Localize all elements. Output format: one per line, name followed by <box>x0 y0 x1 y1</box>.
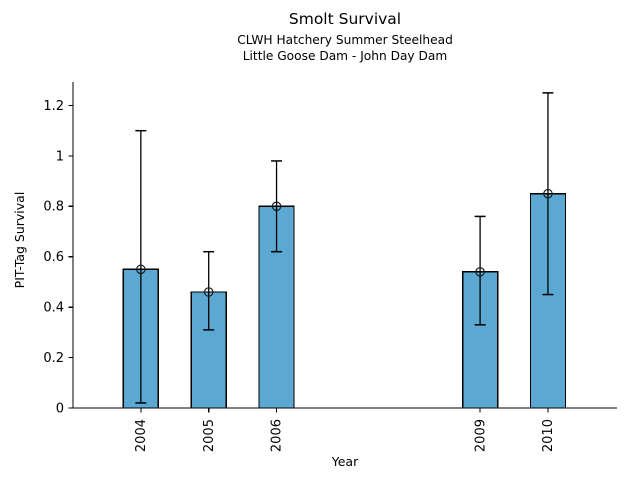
x-tick-label-2005: 2005 <box>202 419 217 452</box>
y-tick-label-0.6: 0.6 <box>43 250 64 265</box>
chart-title: Smolt Survival <box>288 10 402 28</box>
error-bars-group <box>135 92 554 404</box>
y-tick-label-0: 0 <box>56 401 64 416</box>
x-tick-label-2004: 2004 <box>134 419 149 452</box>
marker-2009 <box>475 267 485 277</box>
x-tick-label-2006: 2006 <box>270 419 285 452</box>
x-tick-label-2009: 2009 <box>473 419 488 452</box>
chart-subtitle-line1: CLWH Hatchery Summer Steelhead <box>237 33 453 47</box>
bars-group <box>122 193 567 409</box>
x-axis-label: Year <box>331 454 359 469</box>
y-tick-label-0.4: 0.4 <box>43 301 64 316</box>
y-tick-label-0.2: 0.2 <box>43 351 64 366</box>
marker-2005 <box>203 287 214 297</box>
chart-subtitle-line2: Little Goose Dam - John Day Dam <box>242 49 448 63</box>
y-tick-label-1.2: 1.2 <box>43 99 64 114</box>
marker-2006 <box>271 201 282 212</box>
marker-2010 <box>543 188 553 199</box>
y-tick-label-0.8: 0.8 <box>43 200 64 215</box>
x-tick-label-2010: 2010 <box>541 419 556 452</box>
marker-2004 <box>136 264 146 275</box>
y-tick-label-1: 1 <box>56 149 64 164</box>
markers-group <box>136 188 553 297</box>
tick-labels-group: 2004 2005 2006 2009 2010 0 0.2 0.4 0.6 0.8 1 1.2 <box>43 99 556 452</box>
axes-group <box>68 82 617 413</box>
